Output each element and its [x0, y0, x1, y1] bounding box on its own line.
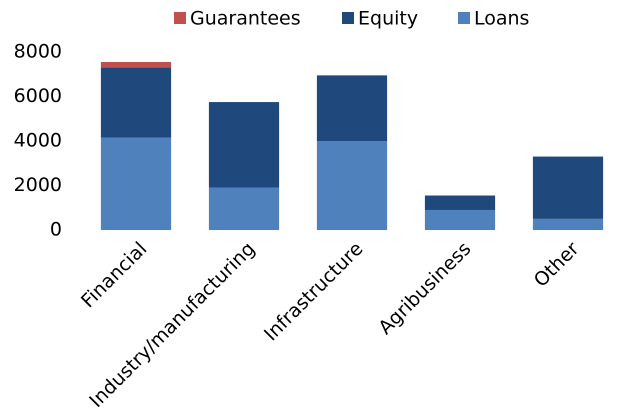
- bar-segment: [208, 187, 280, 230]
- bar-segment: [532, 156, 604, 219]
- legend-swatch: [174, 12, 186, 24]
- bar-segment: [100, 137, 172, 230]
- x-tick-label: Agribusiness: [374, 238, 475, 339]
- x-tick-label: Infrastructure: [260, 238, 367, 345]
- y-tick-label: 4000: [14, 130, 62, 152]
- bar-segment: [532, 218, 604, 230]
- legend-label: Loans: [474, 8, 529, 30]
- legend-swatch: [458, 12, 470, 24]
- legend-label: Guarantees: [190, 8, 301, 30]
- y-tick-label: 8000: [14, 41, 62, 63]
- legend-label: Equity: [358, 8, 418, 30]
- bar-segment: [100, 62, 172, 68]
- y-tick-label: 0: [50, 219, 62, 241]
- bar-segment: [316, 75, 388, 141]
- bar-segment: [100, 67, 172, 138]
- y-tick-label: 2000: [14, 174, 62, 196]
- bar-segment: [316, 141, 388, 230]
- bar-segment: [424, 209, 496, 230]
- x-tick-label: Financial: [77, 238, 151, 312]
- bar-segment: [424, 195, 496, 210]
- bar-segment: [208, 102, 280, 188]
- y-tick-label: 6000: [14, 85, 62, 107]
- x-tick-label: Other: [530, 238, 584, 292]
- legend-swatch: [342, 12, 354, 24]
